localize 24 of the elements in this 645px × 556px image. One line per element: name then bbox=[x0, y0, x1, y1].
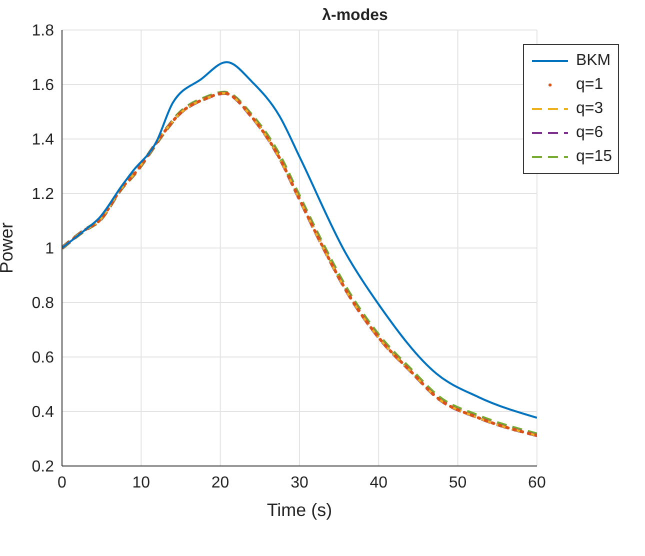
legend-label: q=3 bbox=[576, 100, 604, 118]
y-tick-label: 0.6 bbox=[32, 350, 54, 367]
y-axis-title: Power bbox=[0, 222, 16, 274]
x-axis-title: Time (s) bbox=[266, 500, 332, 520]
chart-title: λ-modes bbox=[322, 7, 388, 24]
y-tick-label: 1.2 bbox=[32, 186, 54, 204]
legend-label: q=1 bbox=[576, 76, 604, 94]
y-tick-label: 1 bbox=[45, 240, 54, 258]
x-tick-label: 10 bbox=[132, 474, 150, 492]
x-tick-label: 40 bbox=[370, 474, 388, 492]
y-tick-label: 0.4 bbox=[32, 404, 54, 422]
legend-label: q=15 bbox=[576, 148, 612, 166]
y-tick-label: 1.8 bbox=[32, 22, 54, 40]
y-tick-label: 1.6 bbox=[32, 77, 54, 94]
x-tick-label: 20 bbox=[211, 474, 230, 492]
legend-label: q=6 bbox=[576, 124, 604, 142]
y-tick-label: 0.2 bbox=[32, 458, 54, 476]
x-tick-label: 0 bbox=[58, 474, 67, 492]
y-tick-label: 1.4 bbox=[32, 132, 54, 149]
x-tick-label: 60 bbox=[528, 474, 546, 492]
legend-label: BKM bbox=[576, 52, 611, 70]
x-tick-label: 50 bbox=[448, 474, 467, 492]
x-tick-label: 30 bbox=[290, 474, 308, 492]
y-tick-label: 0.8 bbox=[32, 295, 54, 312]
